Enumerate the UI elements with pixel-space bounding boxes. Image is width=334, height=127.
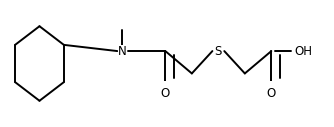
Text: O: O <box>161 87 170 100</box>
Text: S: S <box>215 45 222 58</box>
Text: OH: OH <box>295 45 313 58</box>
Text: O: O <box>267 87 276 100</box>
Text: N: N <box>118 45 127 58</box>
